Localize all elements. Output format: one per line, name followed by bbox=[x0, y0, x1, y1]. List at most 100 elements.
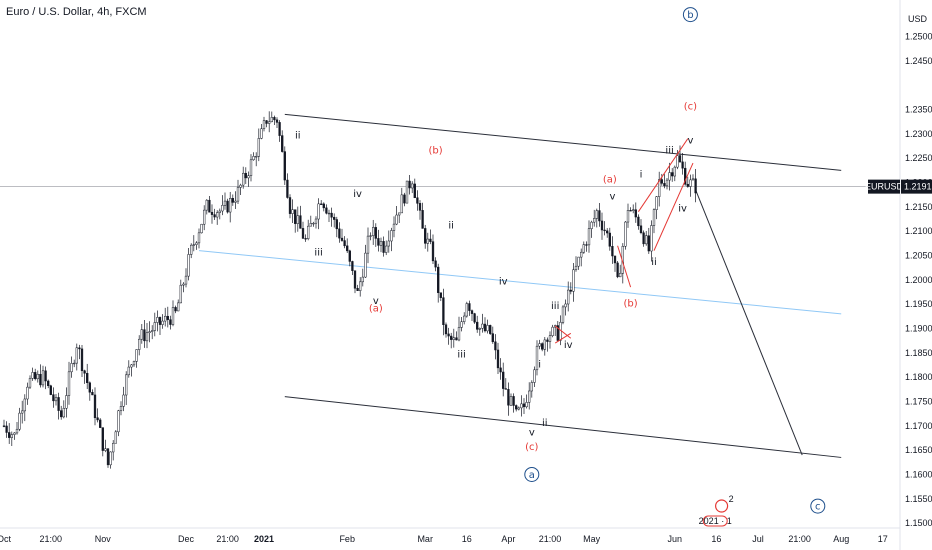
wave-red-line bbox=[554, 325, 572, 339]
candle-down bbox=[351, 261, 354, 271]
candle-up bbox=[486, 325, 489, 332]
price-tick-label: 1.16000 bbox=[905, 469, 932, 479]
candle-up bbox=[398, 212, 401, 216]
candle-up bbox=[171, 307, 175, 325]
candle-down bbox=[684, 167, 687, 185]
candle-up bbox=[54, 397, 58, 402]
candle-up bbox=[590, 221, 593, 229]
candle-up bbox=[645, 235, 648, 245]
candle-up bbox=[130, 364, 133, 368]
candle-down bbox=[208, 199, 211, 213]
wave-label: iv bbox=[564, 340, 573, 351]
candle-up bbox=[478, 328, 481, 330]
candle-down bbox=[301, 228, 305, 239]
candle-down bbox=[338, 228, 341, 239]
wave-label: iii bbox=[314, 247, 322, 258]
candle-up bbox=[676, 155, 679, 168]
candle-up bbox=[327, 212, 331, 215]
candle-up bbox=[268, 121, 271, 124]
candle-up bbox=[390, 230, 393, 242]
candle-down bbox=[546, 339, 549, 342]
candle-down bbox=[96, 417, 99, 421]
wave-label: (c) bbox=[525, 442, 538, 453]
wave-label: ii bbox=[448, 221, 454, 232]
candle-down bbox=[86, 373, 89, 383]
price-axis-background bbox=[900, 0, 932, 550]
candle-down bbox=[421, 210, 424, 229]
time-tick-label: Nov bbox=[95, 534, 112, 544]
candle-down bbox=[169, 319, 172, 325]
candle-down bbox=[634, 209, 637, 218]
candle-down bbox=[473, 313, 476, 323]
wave-label: i bbox=[640, 170, 643, 181]
candle-down bbox=[382, 241, 385, 253]
candle-up bbox=[567, 289, 570, 305]
price-axis[interactable]: 1.250001.245001.235001.230001.225001.220… bbox=[865, 14, 932, 528]
candle-up bbox=[364, 252, 367, 278]
candle-down bbox=[348, 250, 351, 262]
candle-up bbox=[668, 172, 671, 181]
candle-down bbox=[80, 348, 84, 371]
candle-up bbox=[164, 315, 167, 322]
candle-up bbox=[182, 283, 185, 286]
candle-down bbox=[8, 432, 11, 438]
wave-red-line bbox=[554, 332, 572, 344]
candle-down bbox=[598, 210, 601, 222]
channel-lower-line bbox=[284, 396, 842, 458]
circled-wave-label: c bbox=[815, 502, 821, 513]
candle-down bbox=[275, 119, 279, 123]
wave-label: i bbox=[538, 359, 541, 370]
channel-midline bbox=[198, 250, 842, 315]
candle-up bbox=[221, 205, 224, 212]
candle-down bbox=[512, 396, 515, 406]
candle-down bbox=[353, 270, 357, 289]
candle-up bbox=[533, 369, 536, 383]
wave-red-annotations bbox=[554, 138, 694, 344]
price-tick-label: 1.21500 bbox=[905, 202, 932, 212]
candle-down bbox=[496, 349, 500, 369]
time-tick-label: Aug bbox=[833, 534, 849, 544]
time-tick-label: 2021 bbox=[254, 534, 274, 544]
candle-up bbox=[564, 303, 567, 308]
candle-up bbox=[400, 194, 403, 214]
candle-down bbox=[60, 410, 63, 418]
candle-down bbox=[647, 235, 650, 252]
symbol-title: Euro / U.S. Dollar, 4h, FXCM bbox=[6, 6, 147, 18]
candle-down bbox=[57, 397, 60, 411]
time-axis[interactable]: Oct 21:00 Nov Dec 21:00 2021 Feb Mar 16 Apr 21:00 M… bbox=[0, 494, 888, 544]
candle-up bbox=[28, 378, 32, 388]
wave-label: iv bbox=[353, 189, 362, 200]
candle-down bbox=[515, 405, 518, 410]
candle-down bbox=[356, 288, 359, 291]
candle-down bbox=[429, 238, 432, 242]
candle-down bbox=[611, 246, 614, 257]
circled-wave-label: b bbox=[687, 10, 693, 21]
time-tick-label: Oct bbox=[0, 534, 11, 544]
candle-down bbox=[694, 178, 697, 194]
candle-up bbox=[535, 345, 539, 371]
candle-up bbox=[255, 156, 258, 158]
candle-down bbox=[671, 172, 674, 177]
time-tick-label: 21:00 bbox=[216, 534, 239, 544]
candle-down bbox=[343, 240, 346, 247]
candle-down bbox=[330, 212, 333, 218]
circled-wave-label: a bbox=[529, 470, 535, 481]
candle-down bbox=[244, 172, 247, 179]
candle-up bbox=[650, 225, 653, 252]
candle-up bbox=[177, 302, 180, 312]
candle-down bbox=[143, 329, 146, 342]
candle-down bbox=[226, 200, 229, 213]
candle-up bbox=[426, 238, 429, 244]
candle-down bbox=[286, 179, 289, 198]
candle-down bbox=[278, 122, 281, 136]
candle-up bbox=[572, 269, 575, 292]
candle-up bbox=[405, 180, 409, 204]
candle-up bbox=[132, 361, 136, 366]
candle-down bbox=[265, 120, 268, 124]
candle-up bbox=[117, 410, 120, 433]
wave-label: v bbox=[609, 192, 615, 203]
candle-down bbox=[106, 448, 110, 466]
price-tick-label: 1.20500 bbox=[905, 250, 932, 260]
